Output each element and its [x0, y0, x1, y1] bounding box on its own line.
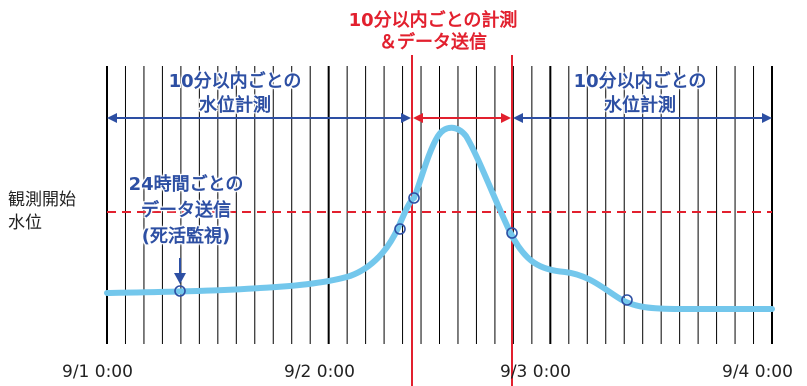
left-interval-line1: 10分以内ごとの	[168, 71, 302, 92]
right-interval-arrow	[513, 113, 772, 123]
threshold-cross-point	[408, 192, 420, 204]
alive-check-line1: 24時間ごとの	[128, 174, 244, 195]
measurement-point	[394, 223, 406, 235]
start-level-line1: 観測開始	[8, 190, 76, 210]
time-grid-lines	[106, 66, 773, 344]
left-interval-label: 10分以内ごとの 水位計測	[150, 70, 320, 118]
right-interval-label: 10分以内ごとの 水位計測	[555, 70, 725, 118]
measurement-points	[174, 192, 633, 306]
alive-check-arrow	[174, 258, 186, 284]
event-interval-arrow	[413, 113, 511, 123]
right-interval-line2: 水位計測	[604, 95, 676, 116]
axis-tick-label: 9/2 0:00	[284, 362, 355, 382]
axis-tick-label: 9/3 0:00	[500, 362, 571, 382]
event-label-line2: ＆データ送信	[379, 32, 487, 53]
event-label: 10分以内ごとの計測 ＆データ送信	[333, 10, 533, 54]
alive-check-label: 24時間ごとの データ送信 (死活監視)	[112, 172, 260, 250]
start-level-line2: 水位	[8, 213, 42, 233]
right-interval-line1: 10分以内ごとの	[573, 71, 707, 92]
alive-check-line3: (死活監視)	[141, 226, 231, 247]
axis-tick-label: 9/1 0:00	[62, 362, 133, 382]
axis-tick-label: 9/4 0:00	[722, 362, 793, 382]
event-label-line1: 10分以内ごとの計測	[348, 10, 518, 31]
left-interval-line2: 水位計測	[199, 95, 271, 116]
threshold-return-point	[506, 227, 518, 239]
measurement-point	[621, 294, 633, 306]
left-interval-arrow	[107, 113, 411, 123]
daily-transmit-point	[174, 285, 186, 297]
alive-check-line2: データ送信	[141, 200, 231, 221]
start-level-label: 観測開始 水位	[8, 189, 76, 235]
